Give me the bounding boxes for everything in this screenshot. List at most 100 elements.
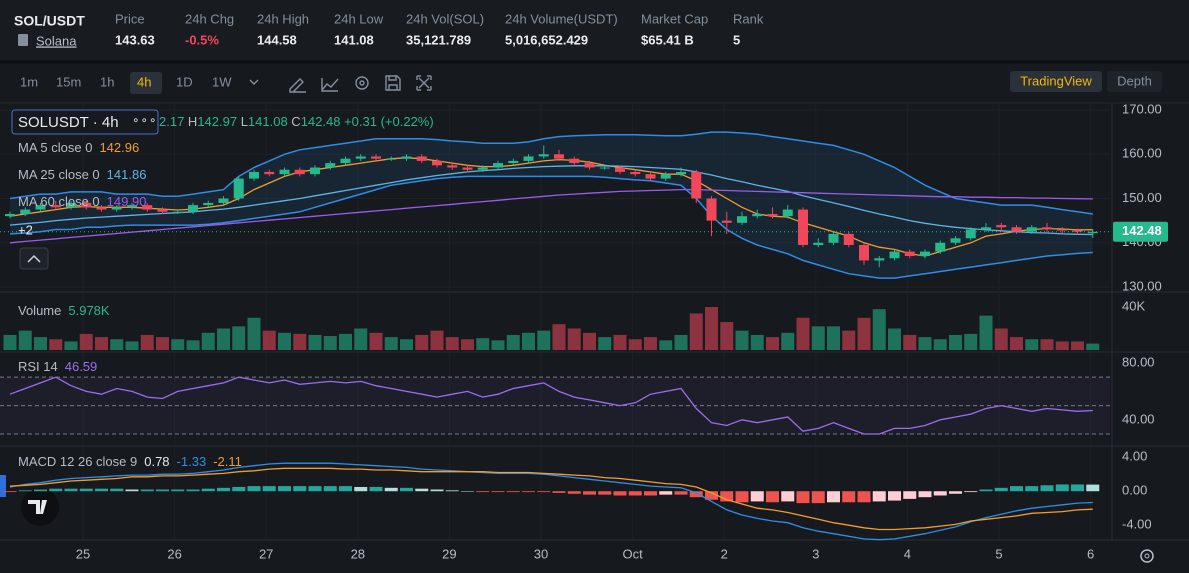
volume-tick: 40K — [1122, 298, 1145, 313]
volume-bar — [552, 324, 566, 350]
candle-body — [691, 171, 702, 199]
date-label: 4 — [904, 546, 911, 561]
interval-button[interactable]: 15m — [56, 74, 81, 89]
save-tool[interactable] — [385, 75, 401, 91]
macd-histogram-bar — [125, 489, 139, 492]
macd-histogram-bar — [217, 487, 230, 492]
candle-body — [188, 205, 198, 212]
volume-bar — [1010, 337, 1023, 350]
date-label: 27 — [259, 546, 273, 561]
moving-average — [9, 188, 1093, 244]
candle-body — [325, 163, 336, 168]
candle-body — [249, 171, 259, 179]
macd-histogram-bar — [262, 486, 276, 492]
y-tick-label: 170.00 — [1122, 101, 1162, 116]
ma-name: MA 25 close 0 — [18, 167, 100, 182]
draw-tool[interactable] — [289, 78, 306, 93]
volume-bar — [613, 334, 627, 350]
candle-body — [50, 205, 61, 208]
candle-body — [569, 158, 580, 164]
view-tab-bg — [1010, 71, 1102, 92]
stat-value: 35,121.789 — [406, 32, 471, 47]
macd-histogram-bar — [476, 491, 490, 493]
volume-bar — [232, 326, 246, 350]
volume-bar — [1071, 341, 1084, 350]
volume-bar — [110, 339, 124, 350]
macd-value: -1.33 — [177, 454, 207, 469]
interval-button[interactable]: 1W — [212, 74, 232, 89]
volume-bar — [522, 332, 535, 350]
ma-legend: MA 60 close 0 149.90 — [18, 194, 146, 209]
volume-bar — [461, 339, 474, 350]
fullscreen-tool[interactable] — [416, 75, 432, 91]
volume-bar — [323, 336, 337, 350]
interval-button[interactable]: 4h — [137, 74, 151, 89]
candle-body — [386, 158, 397, 160]
volume-bar — [964, 333, 978, 350]
volume-bar — [415, 334, 429, 350]
volume-bar — [644, 337, 657, 350]
stat-value: 144.58 — [257, 32, 297, 47]
candle-body — [538, 154, 549, 157]
toolbar-icons[interactable] — [249, 75, 432, 93]
macd-histogram-bar — [827, 491, 840, 503]
date-label: 30 — [534, 546, 548, 561]
volume-bar — [140, 334, 154, 350]
coin-name[interactable]: Solana — [36, 33, 77, 48]
date-label: 28 — [351, 546, 365, 561]
interval-button[interactable]: 1D — [176, 74, 193, 89]
macd-histogram-bar — [18, 490, 32, 492]
rsi-legend: RSI 14 46.59 — [18, 359, 97, 374]
candle-body — [127, 205, 137, 208]
macd-histogram-bar — [857, 491, 871, 503]
view-tab[interactable]: TradingView — [1020, 73, 1092, 88]
volume-bar — [64, 341, 78, 350]
candle-body — [493, 163, 503, 168]
candle-body — [111, 207, 122, 210]
volume-bar — [750, 334, 764, 350]
date-label: 26 — [167, 546, 181, 561]
candle-body — [767, 213, 778, 217]
candle-body — [996, 225, 1007, 228]
volume-bar — [293, 333, 307, 350]
candle-body — [340, 158, 351, 164]
volume-bar — [628, 339, 642, 350]
interval-button[interactable]: 1h — [100, 74, 114, 89]
macd-histogram-bar — [842, 491, 856, 503]
volume-bar — [842, 330, 856, 350]
volume-bar — [445, 337, 459, 350]
macd-histogram-bar — [1071, 484, 1084, 492]
macd-histogram-bar — [110, 488, 124, 492]
candle-body — [813, 242, 824, 245]
stat-value: $65.41 B — [641, 32, 694, 47]
candle-body — [1026, 227, 1037, 232]
y-tick-label: 150.00 — [1122, 190, 1162, 205]
volume-legend: Volume 5.978K — [18, 303, 110, 318]
candle-body — [233, 178, 244, 199]
stat-label: Rank — [733, 11, 764, 26]
volume-bar — [903, 334, 917, 350]
candle-body — [889, 251, 900, 259]
macd-histogram-bar — [994, 487, 1008, 492]
collapse-button[interactable] — [19, 247, 49, 270]
axis-settings[interactable] — [1140, 549, 1154, 563]
volume-bar — [339, 333, 352, 350]
symbol-label[interactable]: SOLUSDT · 4h — [18, 114, 119, 131]
macd-histogram-bar — [369, 486, 383, 492]
candle-body — [523, 156, 534, 161]
ma-value: 141.86 — [107, 167, 147, 182]
interval-dropdown[interactable] — [249, 79, 259, 85]
macd-histogram-bar — [491, 491, 505, 493]
view-tab[interactable]: Depth — [1117, 73, 1152, 88]
macd-histogram-bar — [781, 491, 795, 502]
ohlc-legend: 2.17 H142.97 L141.08 C142.48 +0.31 (+0.2… — [159, 114, 434, 129]
volume-bar — [796, 317, 810, 350]
settings-tool-center — [359, 80, 365, 86]
interval-button[interactable]: 1m — [20, 74, 38, 89]
volume-bar — [720, 322, 734, 350]
macd-value: -2.11 — [213, 454, 242, 469]
indicator-tool[interactable] — [321, 78, 339, 92]
settings-tool[interactable] — [355, 76, 369, 90]
stat-value: 141.08 — [334, 32, 374, 47]
